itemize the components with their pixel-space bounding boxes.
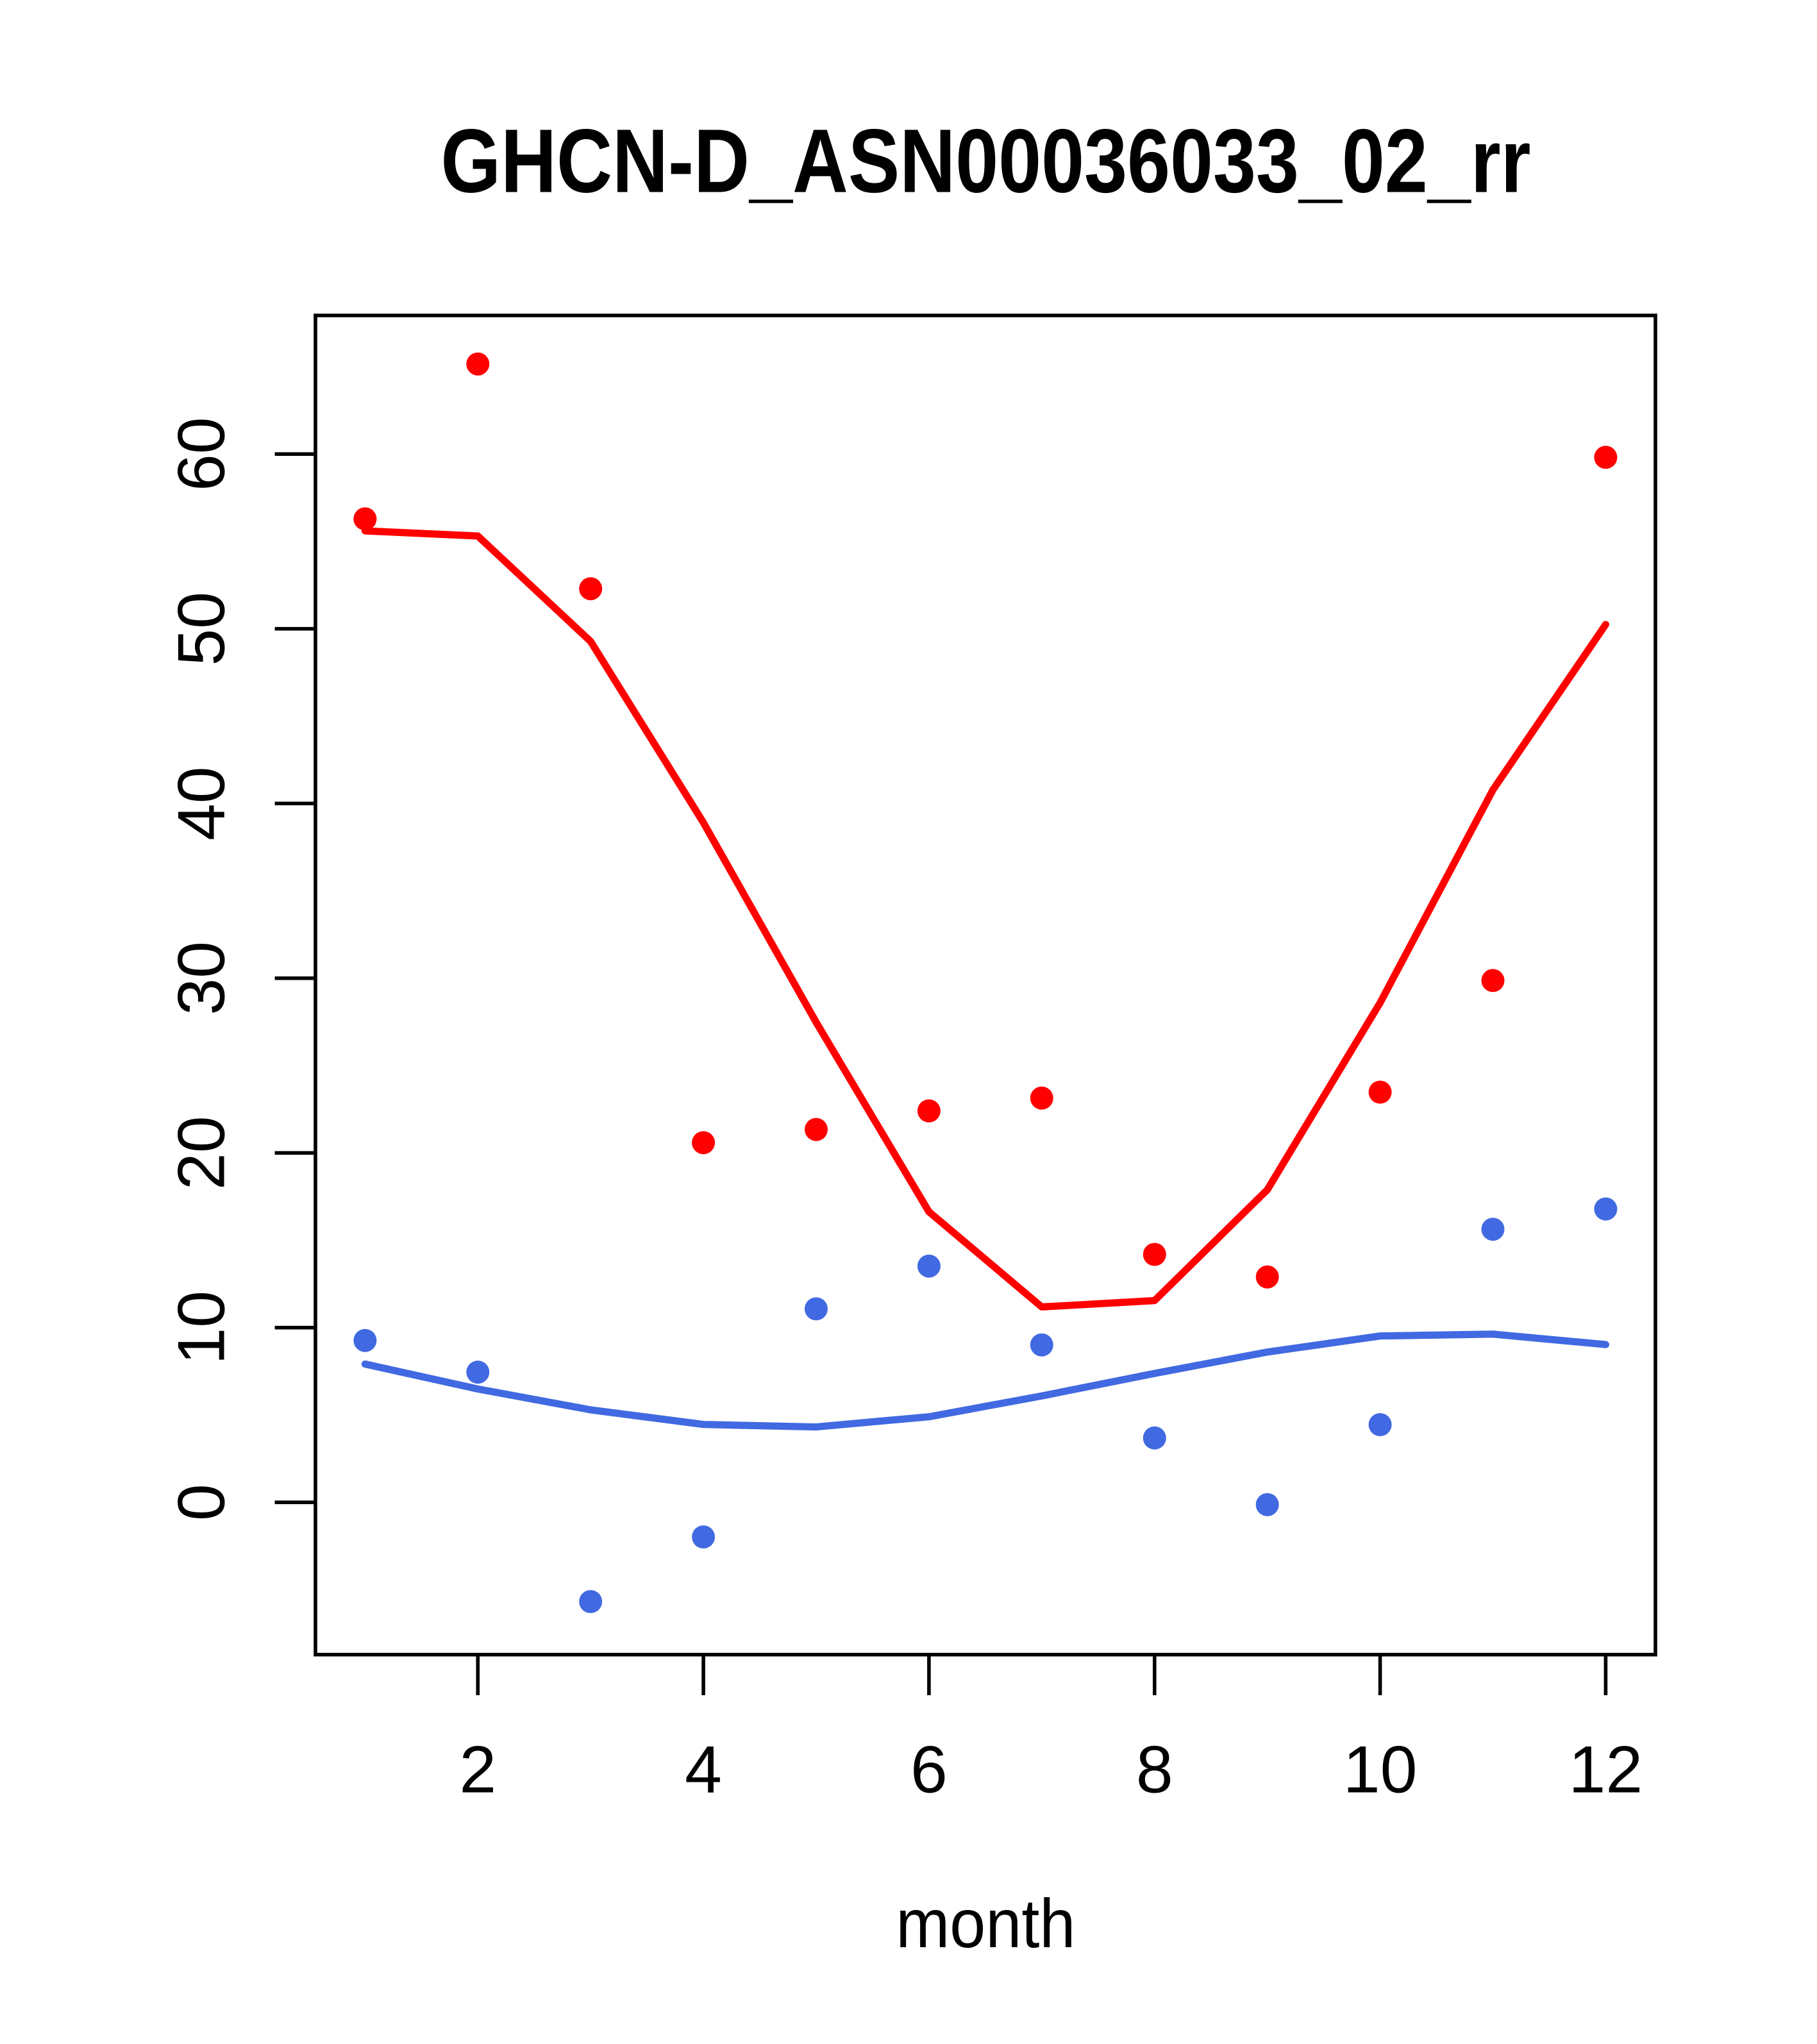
svg-text:4: 4 bbox=[685, 1733, 722, 1807]
svg-text:12: 12 bbox=[1569, 1733, 1643, 1807]
svg-text:2: 2 bbox=[459, 1733, 496, 1807]
svg-text:60: 60 bbox=[165, 417, 239, 491]
svg-text:8: 8 bbox=[1136, 1733, 1173, 1807]
svg-text:40: 40 bbox=[165, 766, 239, 841]
svg-text:0: 0 bbox=[165, 1484, 239, 1521]
svg-text:10: 10 bbox=[165, 1291, 239, 1365]
svg-text:50: 50 bbox=[165, 592, 239, 666]
svg-text:GHCN-D_ASN00036033_02_rr: GHCN-D_ASN00036033_02_rr bbox=[441, 110, 1531, 212]
svg-text:month: month bbox=[896, 1884, 1075, 1962]
svg-text:10: 10 bbox=[1343, 1733, 1418, 1807]
svg-text:30: 30 bbox=[165, 941, 239, 1016]
svg-text:20: 20 bbox=[165, 1116, 239, 1190]
svg-text:6: 6 bbox=[910, 1733, 948, 1807]
